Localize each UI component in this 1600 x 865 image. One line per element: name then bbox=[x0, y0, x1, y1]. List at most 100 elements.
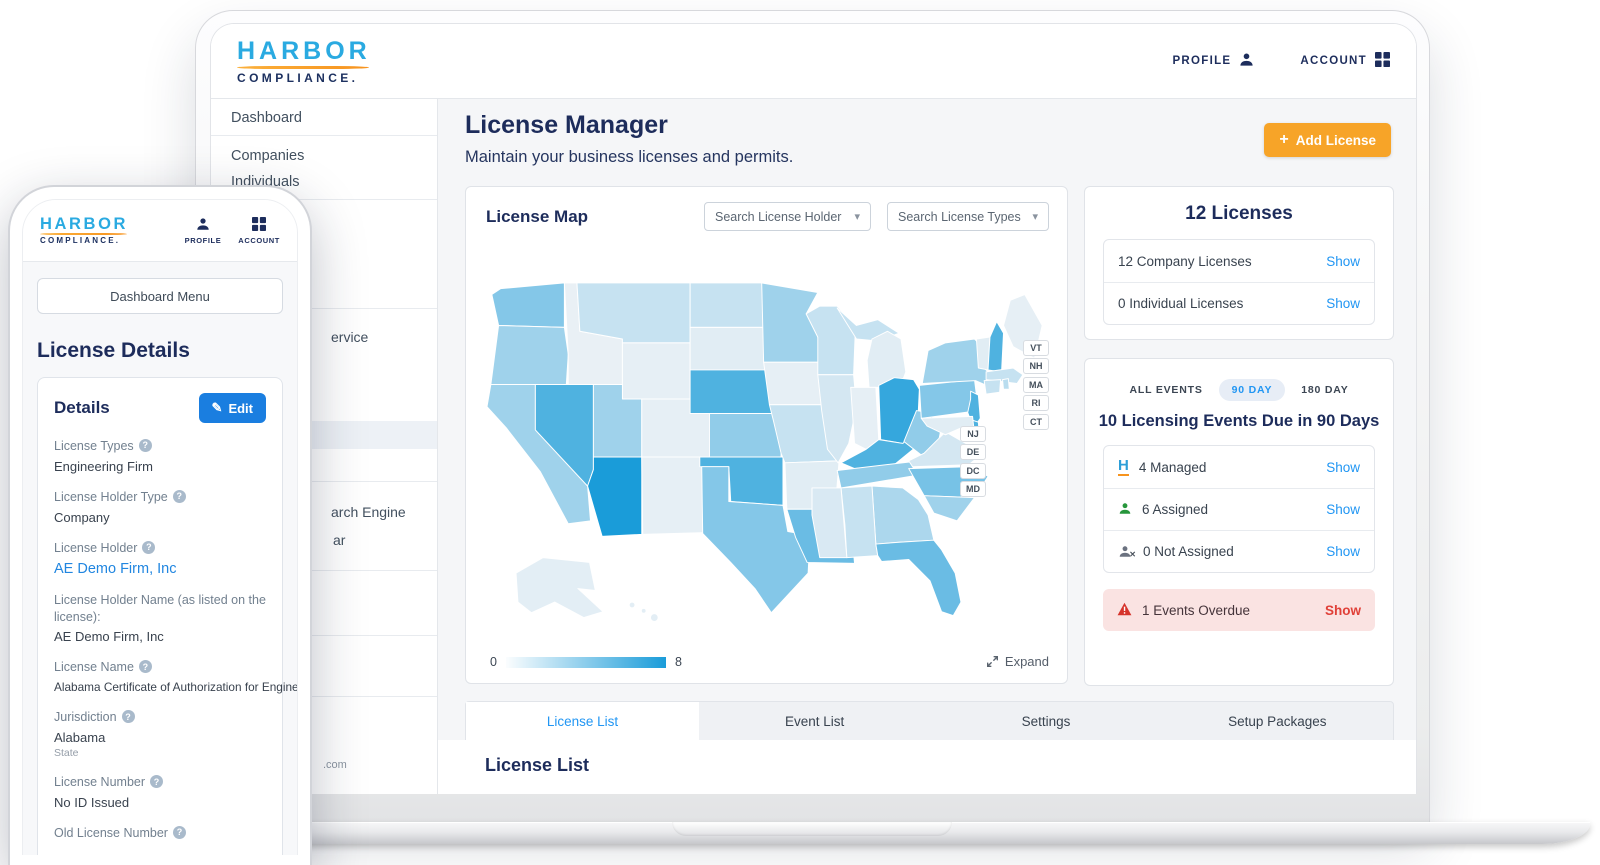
pencil-icon: ✎ bbox=[211, 400, 223, 415]
account-label: ACCOUNT bbox=[1300, 55, 1367, 67]
logo-wordmark-sub: COMPLIANCE. bbox=[237, 70, 359, 85]
state-ND[interactable] bbox=[689, 282, 766, 328]
state-SD[interactable] bbox=[689, 326, 768, 371]
state-label-VT[interactable]: VT bbox=[1023, 340, 1049, 356]
dashboard-menu-button[interactable]: Dashboard Menu bbox=[37, 278, 283, 314]
state-IL[interactable] bbox=[817, 374, 857, 464]
edit-button[interactable]: ✎ Edit bbox=[198, 393, 266, 423]
person-icon bbox=[1239, 52, 1254, 70]
add-license-button[interactable]: + Add License bbox=[1264, 123, 1391, 157]
help-icon[interactable]: ? bbox=[121, 710, 135, 724]
help-icon[interactable]: ? bbox=[172, 826, 186, 839]
license-details-card: Details ✎ Edit License Types? Engineerin… bbox=[37, 377, 297, 855]
tab-setup-packages[interactable]: Setup Packages bbox=[1228, 713, 1327, 729]
phone-page-title: License Details bbox=[37, 339, 190, 362]
sidebar-divider bbox=[211, 481, 437, 482]
tab-all-events[interactable]: ALL EVENTS bbox=[1129, 384, 1203, 396]
show-overdue-link[interactable]: Show bbox=[1325, 602, 1361, 618]
tab-license-list[interactable]: License List bbox=[466, 702, 699, 740]
licensing-events-card: ALL EVENTS 90 DAY 180 DAY 10 Licensing E… bbox=[1084, 358, 1394, 686]
laptop-base bbox=[160, 822, 1590, 844]
help-icon[interactable]: ? bbox=[142, 540, 156, 554]
grid-icon bbox=[252, 216, 267, 233]
profile-button[interactable]: PROFILE bbox=[1172, 52, 1254, 70]
state-AL[interactable] bbox=[840, 485, 879, 559]
state-MT[interactable] bbox=[576, 282, 691, 344]
warning-icon bbox=[1117, 602, 1132, 619]
state-WI[interactable] bbox=[805, 305, 857, 376]
state-label-MA[interactable]: MA bbox=[1023, 377, 1049, 393]
state-NH[interactable] bbox=[987, 321, 1004, 373]
tab-event-list[interactable]: Event List bbox=[785, 713, 845, 729]
harbor-h-icon: H bbox=[1118, 457, 1129, 477]
sidebar-item-partial[interactable]: ervice bbox=[331, 329, 369, 345]
state-CT[interactable] bbox=[983, 379, 1002, 395]
state-OR[interactable] bbox=[490, 324, 569, 385]
show-managed-link[interactable]: Show bbox=[1326, 459, 1360, 475]
page-subtitle: Maintain your business licenses and perm… bbox=[465, 148, 794, 166]
tab-90-day[interactable]: 90 DAY bbox=[1218, 379, 1286, 401]
state-HI[interactable] bbox=[628, 601, 659, 622]
search-license-holder-select[interactable]: Search License Holder ▾ bbox=[704, 202, 871, 231]
sidebar-divider bbox=[211, 308, 437, 309]
state-AK[interactable] bbox=[515, 557, 604, 619]
show-individual-licenses-link[interactable]: Show bbox=[1326, 296, 1360, 311]
account-button[interactable]: ACCOUNT bbox=[1300, 52, 1390, 70]
logo-swoosh-icon bbox=[237, 65, 369, 69]
state-AZ[interactable] bbox=[587, 456, 643, 537]
state-NM[interactable] bbox=[641, 456, 710, 535]
tab-180-day[interactable]: 180 DAY bbox=[1301, 384, 1349, 396]
field-value: Company bbox=[54, 509, 110, 525]
help-icon[interactable]: ? bbox=[138, 660, 152, 674]
help-icon[interactable]: ? bbox=[150, 775, 164, 789]
state-label-NH[interactable]: NH bbox=[1023, 358, 1049, 374]
state-label-MD[interactable]: MD bbox=[960, 481, 986, 497]
show-assigned-link[interactable]: Show bbox=[1326, 502, 1360, 517]
help-icon[interactable]: ? bbox=[172, 489, 186, 503]
phone-harbor-compliance-logo[interactable]: HARBOR COMPLIANCE. bbox=[40, 216, 128, 246]
us-choropleth-map bbox=[486, 281, 1048, 633]
sidebar-divider bbox=[211, 135, 437, 136]
help-icon[interactable]: ? bbox=[138, 439, 152, 452]
phone-screen: HARBOR COMPLIANCE. PROFILE ACCOUNT bbox=[22, 199, 298, 855]
state-WY[interactable] bbox=[621, 342, 691, 400]
show-not-assigned-link[interactable]: Show bbox=[1326, 544, 1360, 559]
person-x-icon: ✕ bbox=[1118, 545, 1136, 559]
state-label-RI[interactable]: RI bbox=[1023, 395, 1049, 411]
state-label-NJ[interactable]: NJ bbox=[960, 426, 986, 442]
state-RI[interactable] bbox=[1002, 378, 1010, 390]
sidebar-item-partial[interactable]: ar bbox=[333, 532, 346, 548]
state-FL[interactable] bbox=[875, 539, 962, 617]
state-label-DC[interactable]: DC bbox=[960, 463, 986, 479]
not-assigned-events-row: ✕ 0 Not Assigned Show bbox=[1104, 530, 1374, 572]
sidebar-footer-partial: .com bbox=[323, 759, 347, 771]
expand-arrows-icon bbox=[986, 656, 998, 667]
field-value: AE Demo Firm, Inc bbox=[54, 629, 164, 645]
search-license-types-select[interactable]: Search License Types ▾ bbox=[887, 202, 1049, 231]
state-label-DE[interactable]: DE bbox=[960, 444, 986, 460]
state-NE[interactable] bbox=[689, 369, 775, 414]
state-MS[interactable] bbox=[811, 487, 848, 559]
harbor-compliance-logo[interactable]: HARBOR COMPLIANCE. bbox=[237, 38, 371, 85]
sidebar-item-companies[interactable]: Companies bbox=[231, 148, 305, 164]
field-value: Engineering Firm bbox=[54, 458, 153, 474]
state-label-CT[interactable]: CT bbox=[1023, 414, 1049, 430]
expand-map-button[interactable]: Expand bbox=[986, 654, 1049, 669]
laptop-device: HARBOR COMPLIANCE. PROFILE ACCOUNT bbox=[195, 10, 1430, 822]
phone-account-button[interactable]: ACCOUNT bbox=[238, 216, 280, 245]
field-license-holder-type: License Holder Type? Company bbox=[54, 489, 266, 525]
field-old-license-number: Old License Number? bbox=[54, 825, 266, 842]
state-SC[interactable] bbox=[923, 495, 975, 522]
show-company-licenses-link[interactable]: Show bbox=[1326, 253, 1360, 269]
phone-profile-button[interactable]: PROFILE bbox=[185, 217, 222, 245]
top-nav: PROFILE ACCOUNT bbox=[1172, 52, 1390, 70]
sidebar-item-partial[interactable]: arch Engine bbox=[331, 504, 406, 520]
state-IN[interactable] bbox=[850, 386, 880, 450]
sidebar-divider bbox=[211, 199, 437, 200]
field-value: Alabama bbox=[54, 730, 106, 746]
sidebar-item-dashboard[interactable]: Dashboard bbox=[231, 110, 302, 126]
state-KS[interactable] bbox=[708, 412, 782, 458]
state-WA[interactable] bbox=[491, 282, 565, 328]
tab-settings[interactable]: Settings bbox=[1021, 713, 1071, 729]
license-holder-link[interactable]: AE Demo Firm, Inc bbox=[54, 560, 177, 577]
